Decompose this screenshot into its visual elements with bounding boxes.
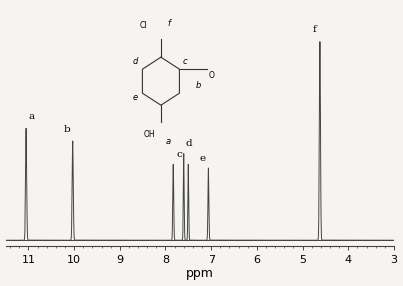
- Text: a: a: [166, 137, 171, 146]
- Text: c: c: [177, 150, 183, 159]
- Text: d: d: [185, 139, 192, 148]
- Text: d: d: [133, 57, 138, 66]
- X-axis label: ppm: ppm: [186, 267, 214, 281]
- Text: c: c: [183, 57, 187, 66]
- Text: f: f: [168, 19, 171, 28]
- Text: b: b: [64, 125, 71, 134]
- Text: a: a: [29, 112, 35, 121]
- Text: O: O: [208, 71, 214, 80]
- Text: Cl: Cl: [140, 21, 147, 31]
- Text: e: e: [200, 154, 206, 163]
- Text: b: b: [196, 82, 202, 90]
- Text: OH: OH: [143, 130, 155, 138]
- Text: e: e: [133, 94, 138, 102]
- Text: f: f: [313, 25, 316, 34]
